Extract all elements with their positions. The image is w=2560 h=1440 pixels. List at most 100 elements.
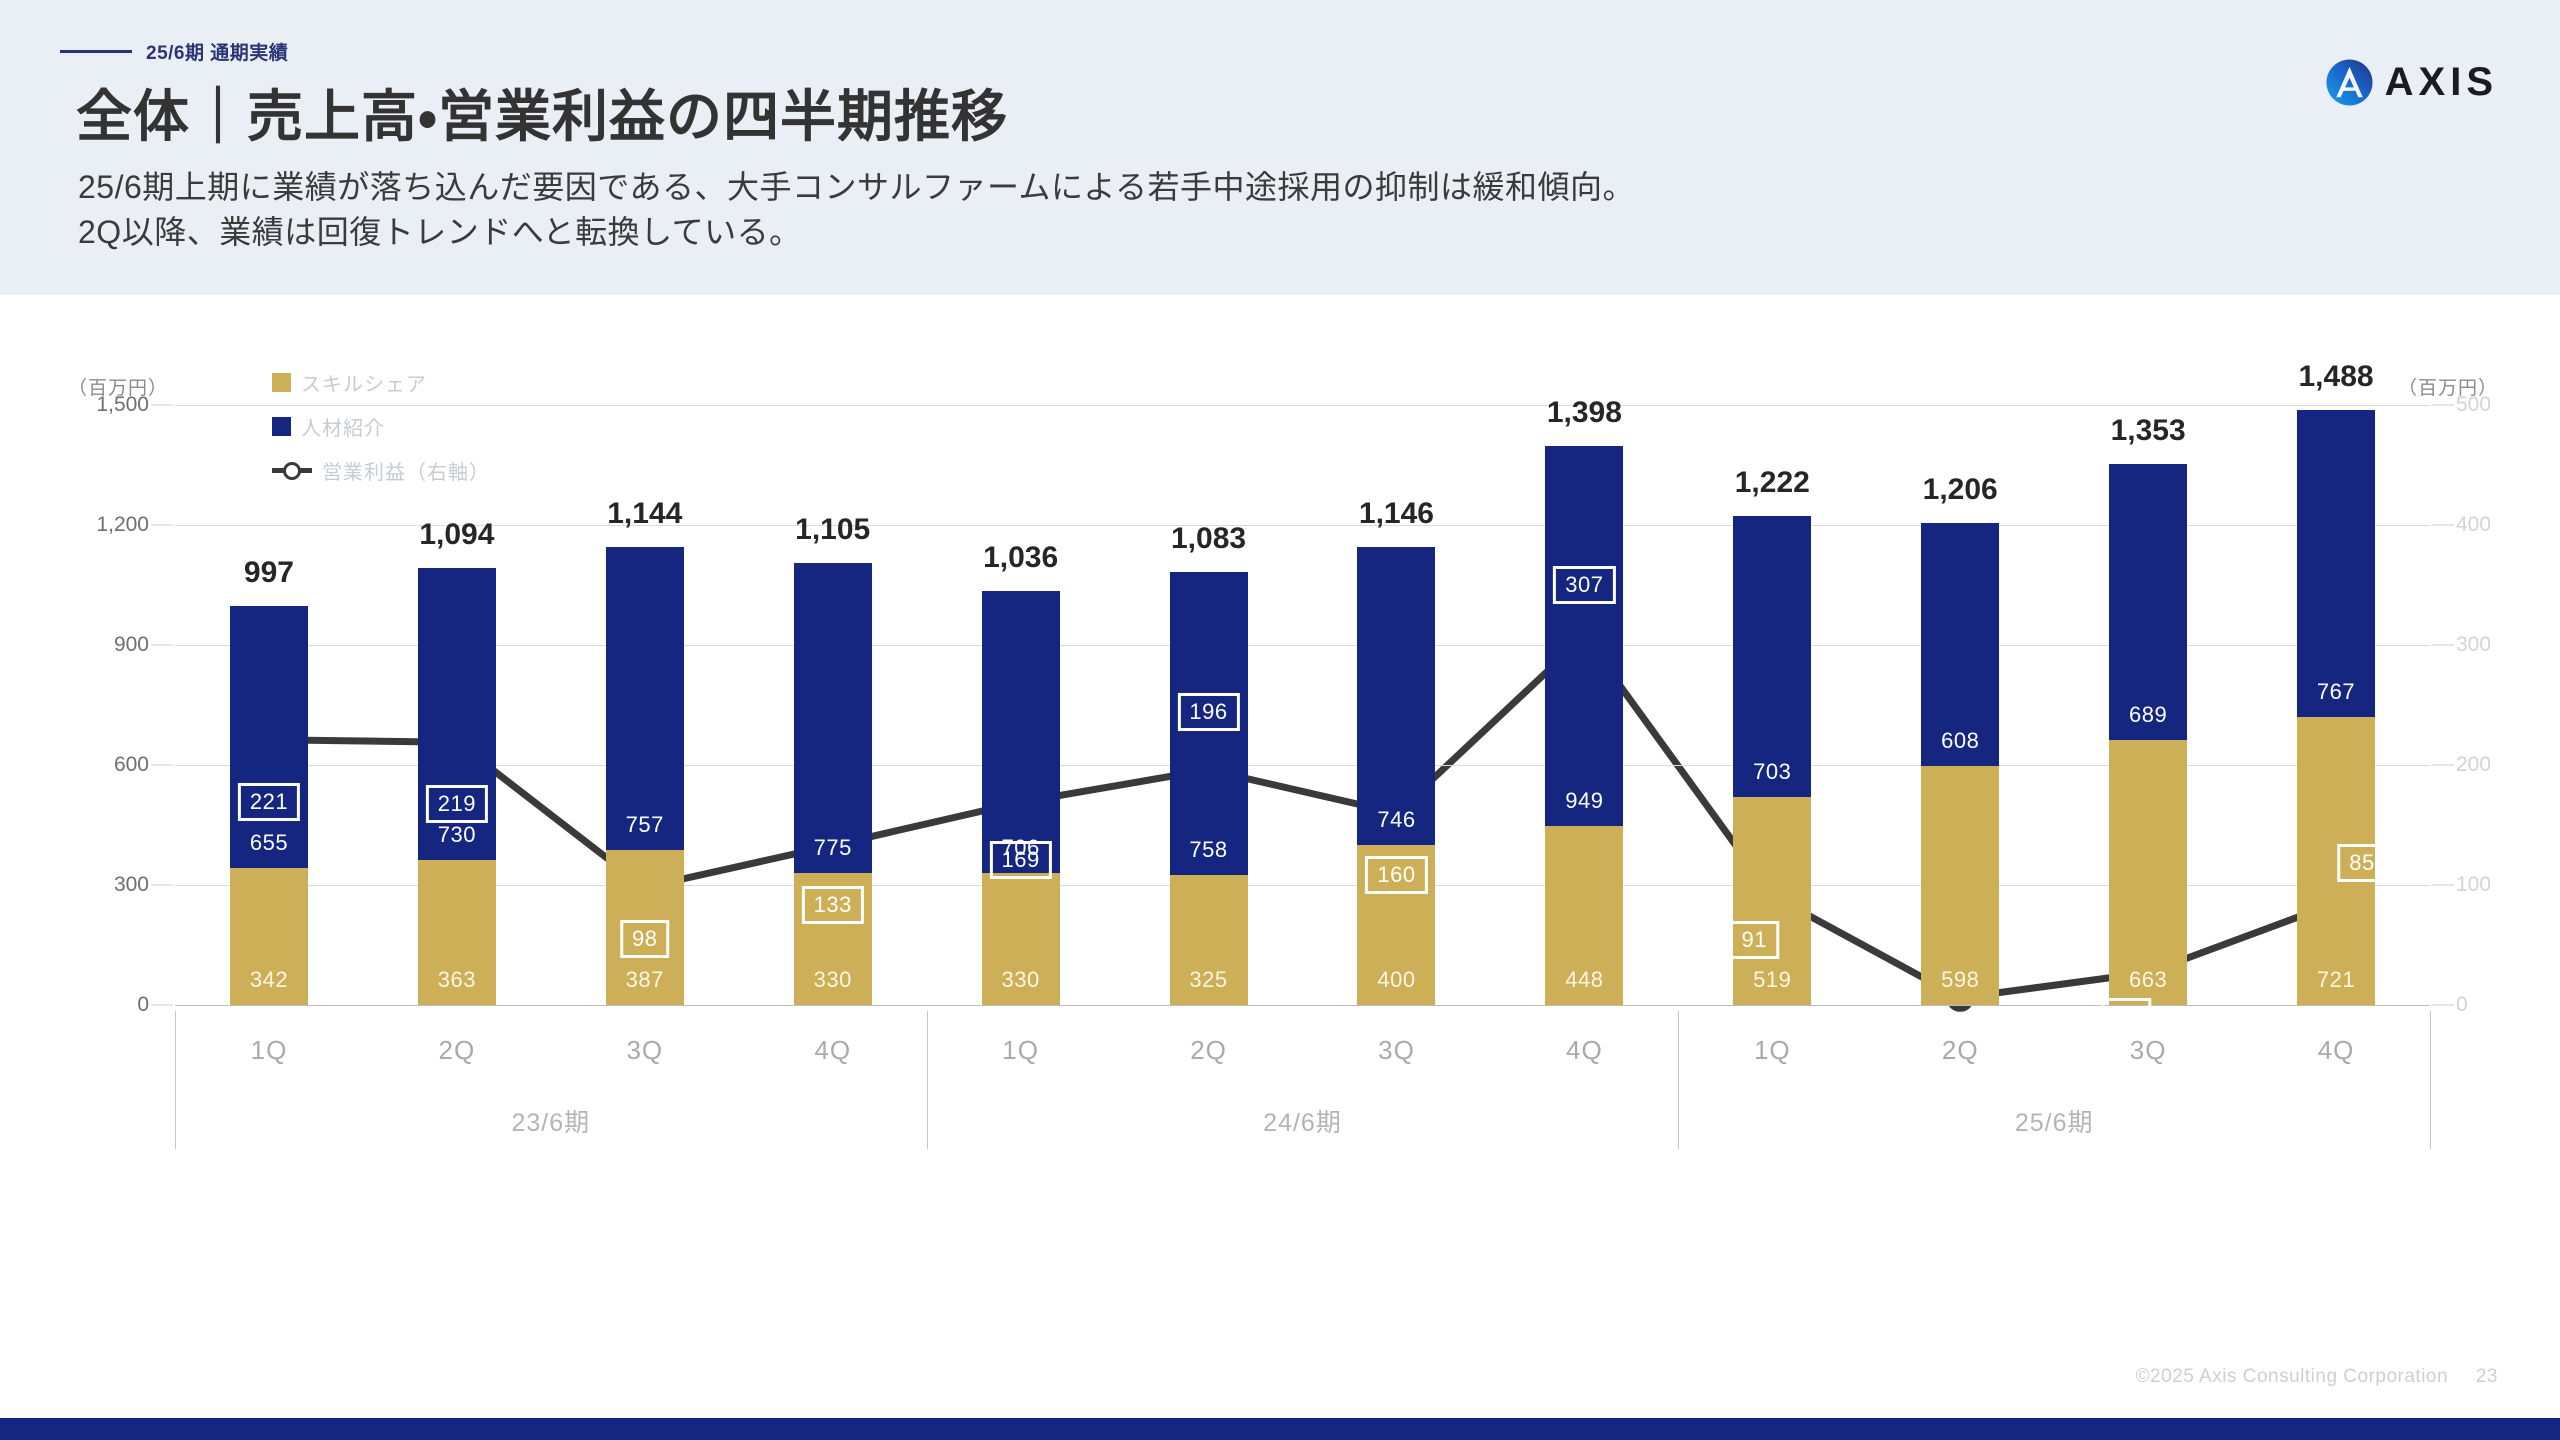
bar-slot: 758 325 1,083 <box>1115 405 1303 1005</box>
bar-segment-skillshare[interactable]: 519 <box>1733 797 1812 1005</box>
quarter-label: 1Q <box>1753 1035 1791 1065</box>
bar-segment-jinzai[interactable]: 746 <box>1357 546 1436 845</box>
y-axis-tick-left: 900 <box>113 633 149 656</box>
bar-segment-value: 342 <box>249 967 289 992</box>
stacked-bar[interactable]: 655 342 <box>229 606 308 1005</box>
bar-total-label: 1,398 <box>1546 396 1622 430</box>
y-axis-tick-left: 600 <box>113 753 149 776</box>
bar-segment-value: 448 <box>1565 967 1604 992</box>
y-tick-dash-right <box>2432 1004 2454 1006</box>
bar-segment-skillshare[interactable]: 598 <box>1921 765 2000 1005</box>
gridline <box>175 645 2430 646</box>
y-tick-dash-left <box>151 524 173 526</box>
eyebrow: 25/6期 通期実績 <box>60 38 288 65</box>
bar-segment-value: 655 <box>249 830 289 856</box>
chart-legend: スキルシェア人材紹介営業利益（右軸） <box>272 368 490 485</box>
slide-header: 25/6期 通期実績 全体｜売上高・営業利益の四半期推移 25/6期上期に業績が… <box>0 0 2560 295</box>
bar-segment-value: 598 <box>1941 967 1980 992</box>
period-label: 23/6期 <box>511 1109 591 1137</box>
stacked-bar[interactable]: 767 721 <box>2297 409 2376 1005</box>
axis-logo-text: AXIS <box>2384 60 2498 104</box>
bar-total-label: 1,206 <box>1922 472 1998 506</box>
stacked-bar[interactable]: 757 387 <box>605 547 684 1005</box>
stacked-bar[interactable]: 689 663 <box>2109 464 2188 1005</box>
y-tick-dash-left <box>151 764 173 766</box>
copyright-text: ©2025 Axis Consulting Corporation <box>2135 1366 2449 1387</box>
axis-logo: AXIS <box>2325 58 2498 107</box>
bar-total-label: 1,353 <box>2110 414 2186 448</box>
plot-area: 0 0 300 100 600 200 900 300 1,200 400 1,500 500 655 3… <box>96 360 2491 1059</box>
bar-segment-jinzai[interactable]: 706 <box>981 590 1060 873</box>
stacked-bar[interactable]: 758 325 <box>1169 571 1248 1005</box>
page-number: 23 <box>2475 1366 2498 1387</box>
bar-slot: 746 400 1,146 <box>1303 405 1491 1005</box>
quarter-label: 3Q <box>2129 1035 2167 1065</box>
stacked-bar[interactable]: 775 330 <box>793 563 872 1005</box>
period-label: 25/6期 <box>2014 1109 2094 1137</box>
bar-segment-skillshare[interactable]: 325 <box>1169 875 1248 1005</box>
y-tick-dash-right <box>2432 644 2454 646</box>
subtitle-line-2: 2Q以降、業績は回復トレンドへと転換している。 <box>78 214 802 251</box>
eyebrow-label: 25/6期 通期実績 <box>146 43 289 64</box>
bar-segment-jinzai[interactable]: 767 <box>2297 409 2376 717</box>
bar-segment-value: 746 <box>1377 807 1416 832</box>
bar-slot: 757 387 1,144 <box>551 405 739 1005</box>
y-tick-dash-left <box>151 644 173 646</box>
bar-total-label: 1,146 <box>1358 496 1434 530</box>
bar-segment-value: 387 <box>625 967 664 992</box>
legend-label: 人材紹介 <box>301 418 385 440</box>
bar-segment-jinzai[interactable]: 775 <box>793 563 872 873</box>
bar-segment-skillshare[interactable]: 363 <box>417 859 496 1005</box>
bar-segment-jinzai[interactable]: 608 <box>1921 522 2000 766</box>
bar-segment-jinzai[interactable]: 758 <box>1169 571 1248 875</box>
stacked-bar[interactable]: 706 330 <box>981 590 1060 1005</box>
bar-segment-skillshare[interactable]: 330 <box>981 873 1060 1005</box>
bar-segment-jinzai[interactable]: 703 <box>1733 516 1812 798</box>
page-title: 全体｜売上高・営業利益の四半期推移 <box>76 85 1009 148</box>
bar-segment-skillshare[interactable]: 721 <box>2297 716 2376 1005</box>
period-divider <box>175 1011 176 1149</box>
bar-segment-value: 519 <box>1753 967 1792 992</box>
bar-segment-value: 608 <box>1941 727 1980 753</box>
bar-total-label: 1,036 <box>983 540 1059 574</box>
bar-segment-jinzai[interactable]: 655 <box>229 606 308 869</box>
legend-item-1[interactable]: スキルシェア <box>272 368 490 397</box>
bar-total-label: 1,144 <box>607 497 683 531</box>
stacked-bar[interactable]: 746 400 <box>1357 546 1436 1005</box>
period-divider <box>926 1011 928 1149</box>
bar-segment-jinzai[interactable]: 689 <box>2109 464 2188 740</box>
eyebrow-rule <box>60 50 132 53</box>
quarter-label: 2Q <box>438 1035 476 1065</box>
stacked-bar[interactable]: 949 448 <box>1545 446 1624 1005</box>
category-axis: 1Q 2Q 3Q 4Q 1Q 2Q 3Q 4Q 1Q 2Q 3Q 4Q 23/6期 24/6期 25/6期 <box>175 1011 2431 1151</box>
stacked-bar[interactable]: 608 598 <box>1921 522 2000 1005</box>
y-tick-dash-left <box>151 884 173 886</box>
bar-segment-jinzai[interactable]: 949 <box>1545 446 1624 826</box>
y-tick-dash-left <box>151 404 173 406</box>
bar-total-label: 1,094 <box>419 517 495 551</box>
bar-segment-jinzai[interactable]: 757 <box>605 547 684 851</box>
y-tick-dash-right <box>2432 764 2454 766</box>
bar-segment-value: 706 <box>1001 835 1040 860</box>
bar-segment-skillshare[interactable]: 663 <box>2109 739 2188 1005</box>
y-tick-dash-right <box>2432 884 2454 886</box>
bar-segment-skillshare[interactable]: 448 <box>1545 825 1624 1005</box>
profit-value-callout: 85 <box>2337 844 2387 882</box>
bar-segment-jinzai[interactable]: 730 <box>417 567 496 860</box>
bar-segment-skillshare[interactable]: 342 <box>229 868 308 1005</box>
stacked-bar[interactable]: 703 519 <box>1733 516 1812 1005</box>
bar-segment-skillshare[interactable]: 387 <box>605 850 684 1005</box>
bar-slot: 655 342 997 <box>175 405 363 1005</box>
gridline <box>175 405 2430 406</box>
chart-container: （百万円） （百万円） スキルシェア 人材紹介 営業利益（右軸） 0 0 300 100 6… <box>0 295 2560 1380</box>
quarter-label: 4Q <box>2317 1035 2355 1065</box>
legend-item-2[interactable]: 人材紹介 <box>272 412 490 441</box>
bar-segment-skillshare[interactable]: 330 <box>793 873 872 1005</box>
legend-item-3[interactable]: 営業利益（右軸） <box>272 456 490 485</box>
stacked-bar[interactable]: 730 363 <box>417 567 496 1005</box>
y-axis-tick-left: 1,200 <box>96 513 149 536</box>
bar-slot: 689 663 1,353 <box>2054 405 2242 1005</box>
y-tick-dash-left <box>151 1004 173 1006</box>
bar-segment-skillshare[interactable]: 400 <box>1357 845 1436 1005</box>
